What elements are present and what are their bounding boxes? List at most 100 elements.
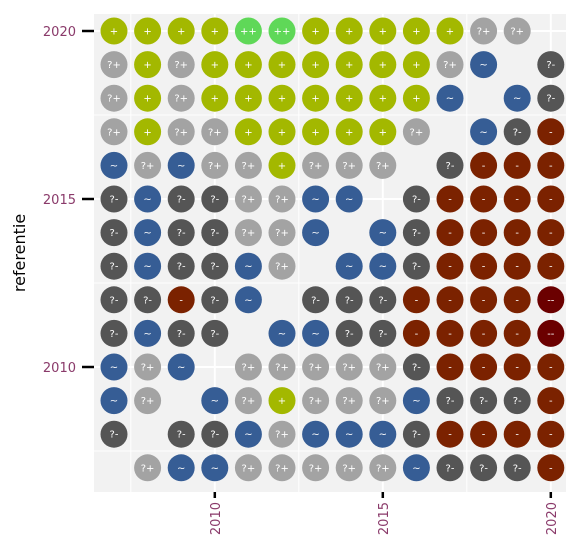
point-label: ?+ xyxy=(376,363,390,374)
data-point: + xyxy=(234,84,262,112)
data-point: ?- xyxy=(436,387,464,415)
point-label: ~ xyxy=(311,430,319,441)
data-point: - xyxy=(402,319,430,347)
data-point: ?+ xyxy=(268,420,296,448)
point-marker xyxy=(268,454,296,482)
point-marker xyxy=(134,387,162,415)
point-marker xyxy=(335,454,363,482)
x-axis: 2010 2015 2020 xyxy=(209,492,560,535)
data-point: ?+ xyxy=(234,387,262,415)
data-point: ?- xyxy=(436,151,464,179)
point-label: ~ xyxy=(311,228,319,239)
data-point: ?+ xyxy=(335,151,363,179)
data-point: ?+ xyxy=(369,387,397,415)
point-marker xyxy=(167,286,195,314)
point-marker xyxy=(134,118,162,146)
data-point: + xyxy=(100,17,128,45)
data-point: - xyxy=(402,286,430,314)
point-label: ?- xyxy=(210,228,219,239)
point-label: - xyxy=(482,430,486,441)
point-label: ?- xyxy=(210,195,219,206)
data-point: - xyxy=(537,118,565,146)
point-marker xyxy=(167,252,195,280)
point-label: + xyxy=(244,94,252,105)
point-label: + xyxy=(278,396,286,407)
data-point: ~ xyxy=(167,151,195,179)
point-label: - xyxy=(448,363,452,374)
point-label: ~ xyxy=(379,262,387,273)
point-marker xyxy=(537,219,565,247)
point-label: - xyxy=(179,295,183,306)
data-point: ~ xyxy=(369,219,397,247)
point-marker xyxy=(302,185,330,213)
point-label: + xyxy=(211,60,219,71)
point-label: ?- xyxy=(345,329,354,340)
point-label: ?- xyxy=(513,396,522,407)
point-label: - xyxy=(549,396,553,407)
point-label: ~ xyxy=(110,396,118,407)
point-marker xyxy=(100,51,128,79)
point-marker xyxy=(100,151,128,179)
point-label: + xyxy=(345,60,353,71)
point-label: - xyxy=(549,363,553,374)
data-point: - xyxy=(470,286,498,314)
point-marker xyxy=(503,353,531,381)
data-point: + xyxy=(201,17,229,45)
point-label: + xyxy=(379,127,387,138)
point-marker xyxy=(537,319,565,347)
point-marker xyxy=(268,420,296,448)
point-marker xyxy=(234,420,262,448)
point-label: ?+ xyxy=(410,127,424,138)
data-point: - xyxy=(470,185,498,213)
point-marker xyxy=(470,219,498,247)
point-marker xyxy=(234,286,262,314)
point-marker xyxy=(201,219,229,247)
point-label: ?- xyxy=(210,430,219,441)
point-label: ?+ xyxy=(443,60,457,71)
point-label: - xyxy=(448,329,452,340)
point-label: ?+ xyxy=(174,127,188,138)
point-marker xyxy=(268,17,296,45)
point-marker xyxy=(335,252,363,280)
point-marker xyxy=(234,151,262,179)
data-point: ~ xyxy=(167,454,195,482)
data-point: + xyxy=(302,17,330,45)
point-label: - xyxy=(482,262,486,273)
data-point: - xyxy=(537,387,565,415)
point-marker xyxy=(167,219,195,247)
point-marker xyxy=(335,151,363,179)
point-marker xyxy=(134,454,162,482)
point-marker xyxy=(100,118,128,146)
data-point: + xyxy=(167,17,195,45)
point-label: ?+ xyxy=(510,27,524,38)
point-label: ~ xyxy=(412,396,420,407)
point-marker xyxy=(369,454,397,482)
data-point: ?+ xyxy=(369,454,397,482)
point-marker xyxy=(201,118,229,146)
data-point: + xyxy=(335,118,363,146)
point-marker xyxy=(167,17,195,45)
point-label: + xyxy=(143,60,151,71)
data-point: - xyxy=(436,319,464,347)
point-label: ?- xyxy=(110,329,119,340)
point-marker xyxy=(436,387,464,415)
point-marker xyxy=(234,219,262,247)
point-marker xyxy=(302,51,330,79)
data-point: ?+ xyxy=(302,454,330,482)
point-marker xyxy=(302,319,330,347)
data-point: + xyxy=(402,51,430,79)
data-point: ?+ xyxy=(436,51,464,79)
data-point: ?+ xyxy=(335,454,363,482)
point-marker xyxy=(335,185,363,213)
point-marker xyxy=(402,353,430,381)
point-marker xyxy=(537,353,565,381)
data-point: - xyxy=(470,219,498,247)
data-point: + xyxy=(302,84,330,112)
point-label: ?+ xyxy=(309,396,323,407)
point-marker xyxy=(234,84,262,112)
point-marker xyxy=(402,454,430,482)
point-label: + xyxy=(278,60,286,71)
x-tick-label: 2015 xyxy=(377,502,392,535)
data-point: ~ xyxy=(134,252,162,280)
point-label: ?- xyxy=(412,262,421,273)
